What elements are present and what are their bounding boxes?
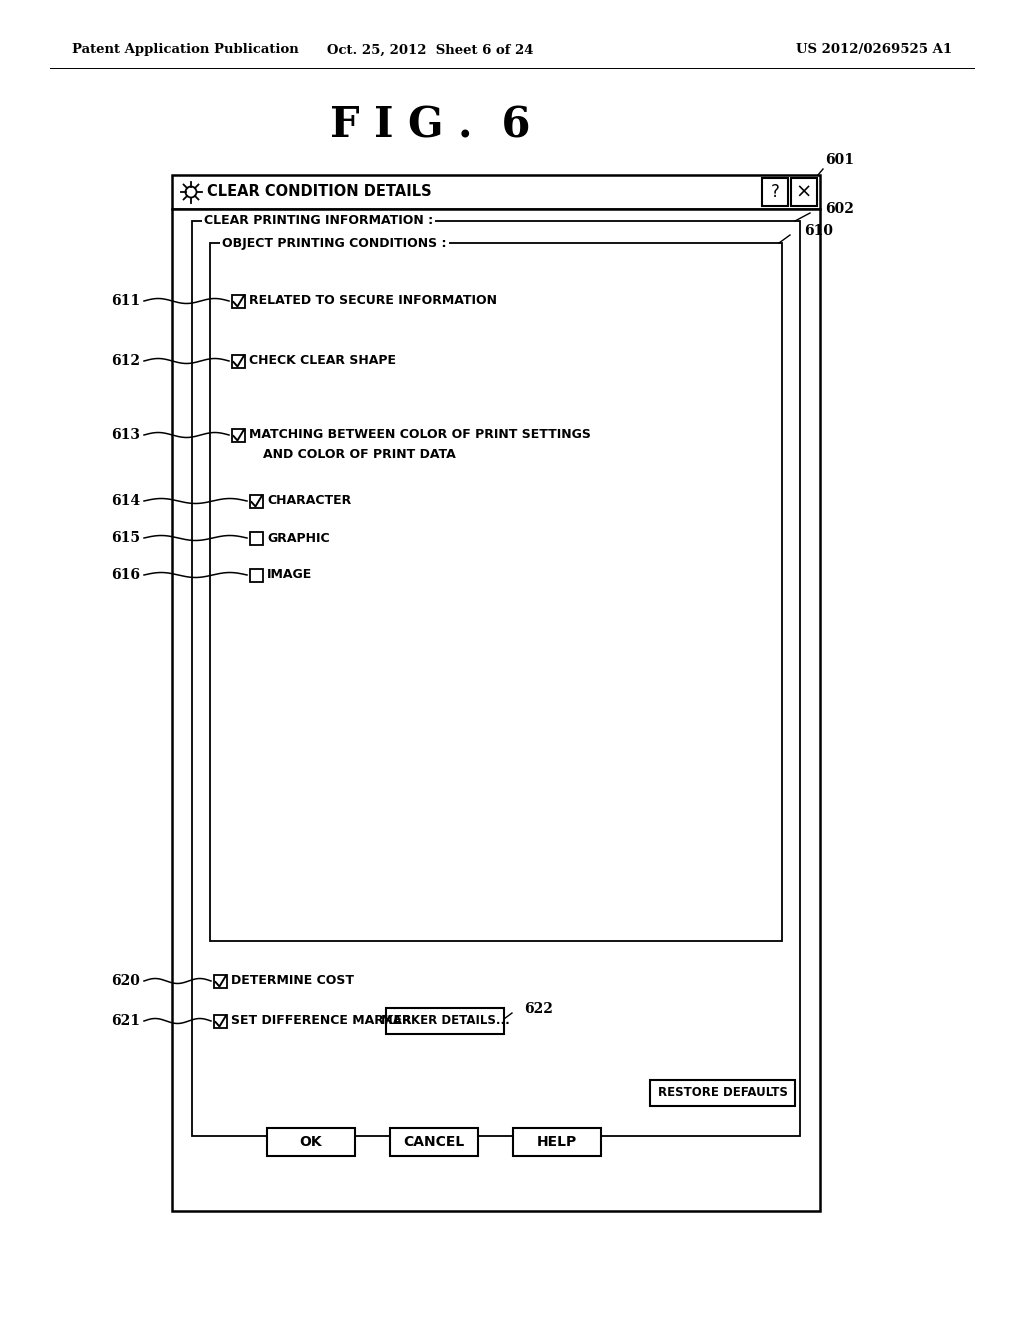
Text: ×: × xyxy=(796,182,812,202)
Text: 610: 610 xyxy=(804,224,833,238)
Text: 602: 602 xyxy=(825,202,854,216)
Text: DETERMINE COST: DETERMINE COST xyxy=(231,974,354,987)
Bar xyxy=(762,178,788,206)
Text: IMAGE: IMAGE xyxy=(267,569,312,582)
Text: Oct. 25, 2012  Sheet 6 of 24: Oct. 25, 2012 Sheet 6 of 24 xyxy=(327,44,534,57)
Text: 621: 621 xyxy=(111,1014,140,1028)
Text: US 2012/0269525 A1: US 2012/0269525 A1 xyxy=(796,44,952,57)
Bar xyxy=(172,176,820,209)
Text: 616: 616 xyxy=(111,568,140,582)
Bar xyxy=(267,1129,355,1156)
Text: CANCEL: CANCEL xyxy=(403,1135,465,1148)
Bar xyxy=(390,1129,478,1156)
Text: HELP: HELP xyxy=(537,1135,578,1148)
Text: 613: 613 xyxy=(111,428,140,442)
Text: 614: 614 xyxy=(111,494,140,508)
Bar xyxy=(172,209,820,1210)
Bar xyxy=(232,355,245,367)
Bar xyxy=(250,569,263,582)
Bar xyxy=(250,495,263,507)
Text: RELATED TO SECURE INFORMATION: RELATED TO SECURE INFORMATION xyxy=(249,294,497,308)
Text: MATCHING BETWEEN COLOR OF PRINT SETTINGS: MATCHING BETWEEN COLOR OF PRINT SETTINGS xyxy=(249,429,591,441)
Text: 601: 601 xyxy=(825,153,854,168)
Bar xyxy=(232,294,245,308)
Text: CLEAR PRINTING INFORMATION :: CLEAR PRINTING INFORMATION : xyxy=(204,214,433,227)
Text: OK: OK xyxy=(300,1135,323,1148)
Bar xyxy=(214,1015,227,1027)
Text: 622: 622 xyxy=(524,1002,553,1016)
Text: 612: 612 xyxy=(111,354,140,368)
Bar xyxy=(210,243,782,941)
Text: GRAPHIC: GRAPHIC xyxy=(267,532,330,544)
Text: SET DIFFERENCE MARKER: SET DIFFERENCE MARKER xyxy=(231,1015,412,1027)
Text: 615: 615 xyxy=(111,531,140,545)
Text: CHARACTER: CHARACTER xyxy=(267,495,351,507)
Bar xyxy=(386,1008,504,1034)
Bar xyxy=(791,178,817,206)
Text: 620: 620 xyxy=(112,974,140,987)
Bar xyxy=(650,1080,795,1106)
Bar xyxy=(513,1129,601,1156)
Bar xyxy=(193,220,800,1137)
Text: ?: ? xyxy=(771,183,779,201)
Text: CLEAR CONDITION DETAILS: CLEAR CONDITION DETAILS xyxy=(207,185,432,199)
Text: OBJECT PRINTING CONDITIONS :: OBJECT PRINTING CONDITIONS : xyxy=(222,236,446,249)
Circle shape xyxy=(185,186,197,198)
Bar xyxy=(232,429,245,441)
Text: AND COLOR OF PRINT DATA: AND COLOR OF PRINT DATA xyxy=(263,449,456,462)
Bar xyxy=(250,532,263,544)
Text: RESTORE DEFAULTS: RESTORE DEFAULTS xyxy=(657,1086,787,1100)
Text: F I G .  6: F I G . 6 xyxy=(330,104,530,147)
Bar xyxy=(214,974,227,987)
Text: MARKER DETAILS...: MARKER DETAILS... xyxy=(381,1015,509,1027)
Text: CHECK CLEAR SHAPE: CHECK CLEAR SHAPE xyxy=(249,355,396,367)
Text: Patent Application Publication: Patent Application Publication xyxy=(72,44,299,57)
Text: 611: 611 xyxy=(111,294,140,308)
